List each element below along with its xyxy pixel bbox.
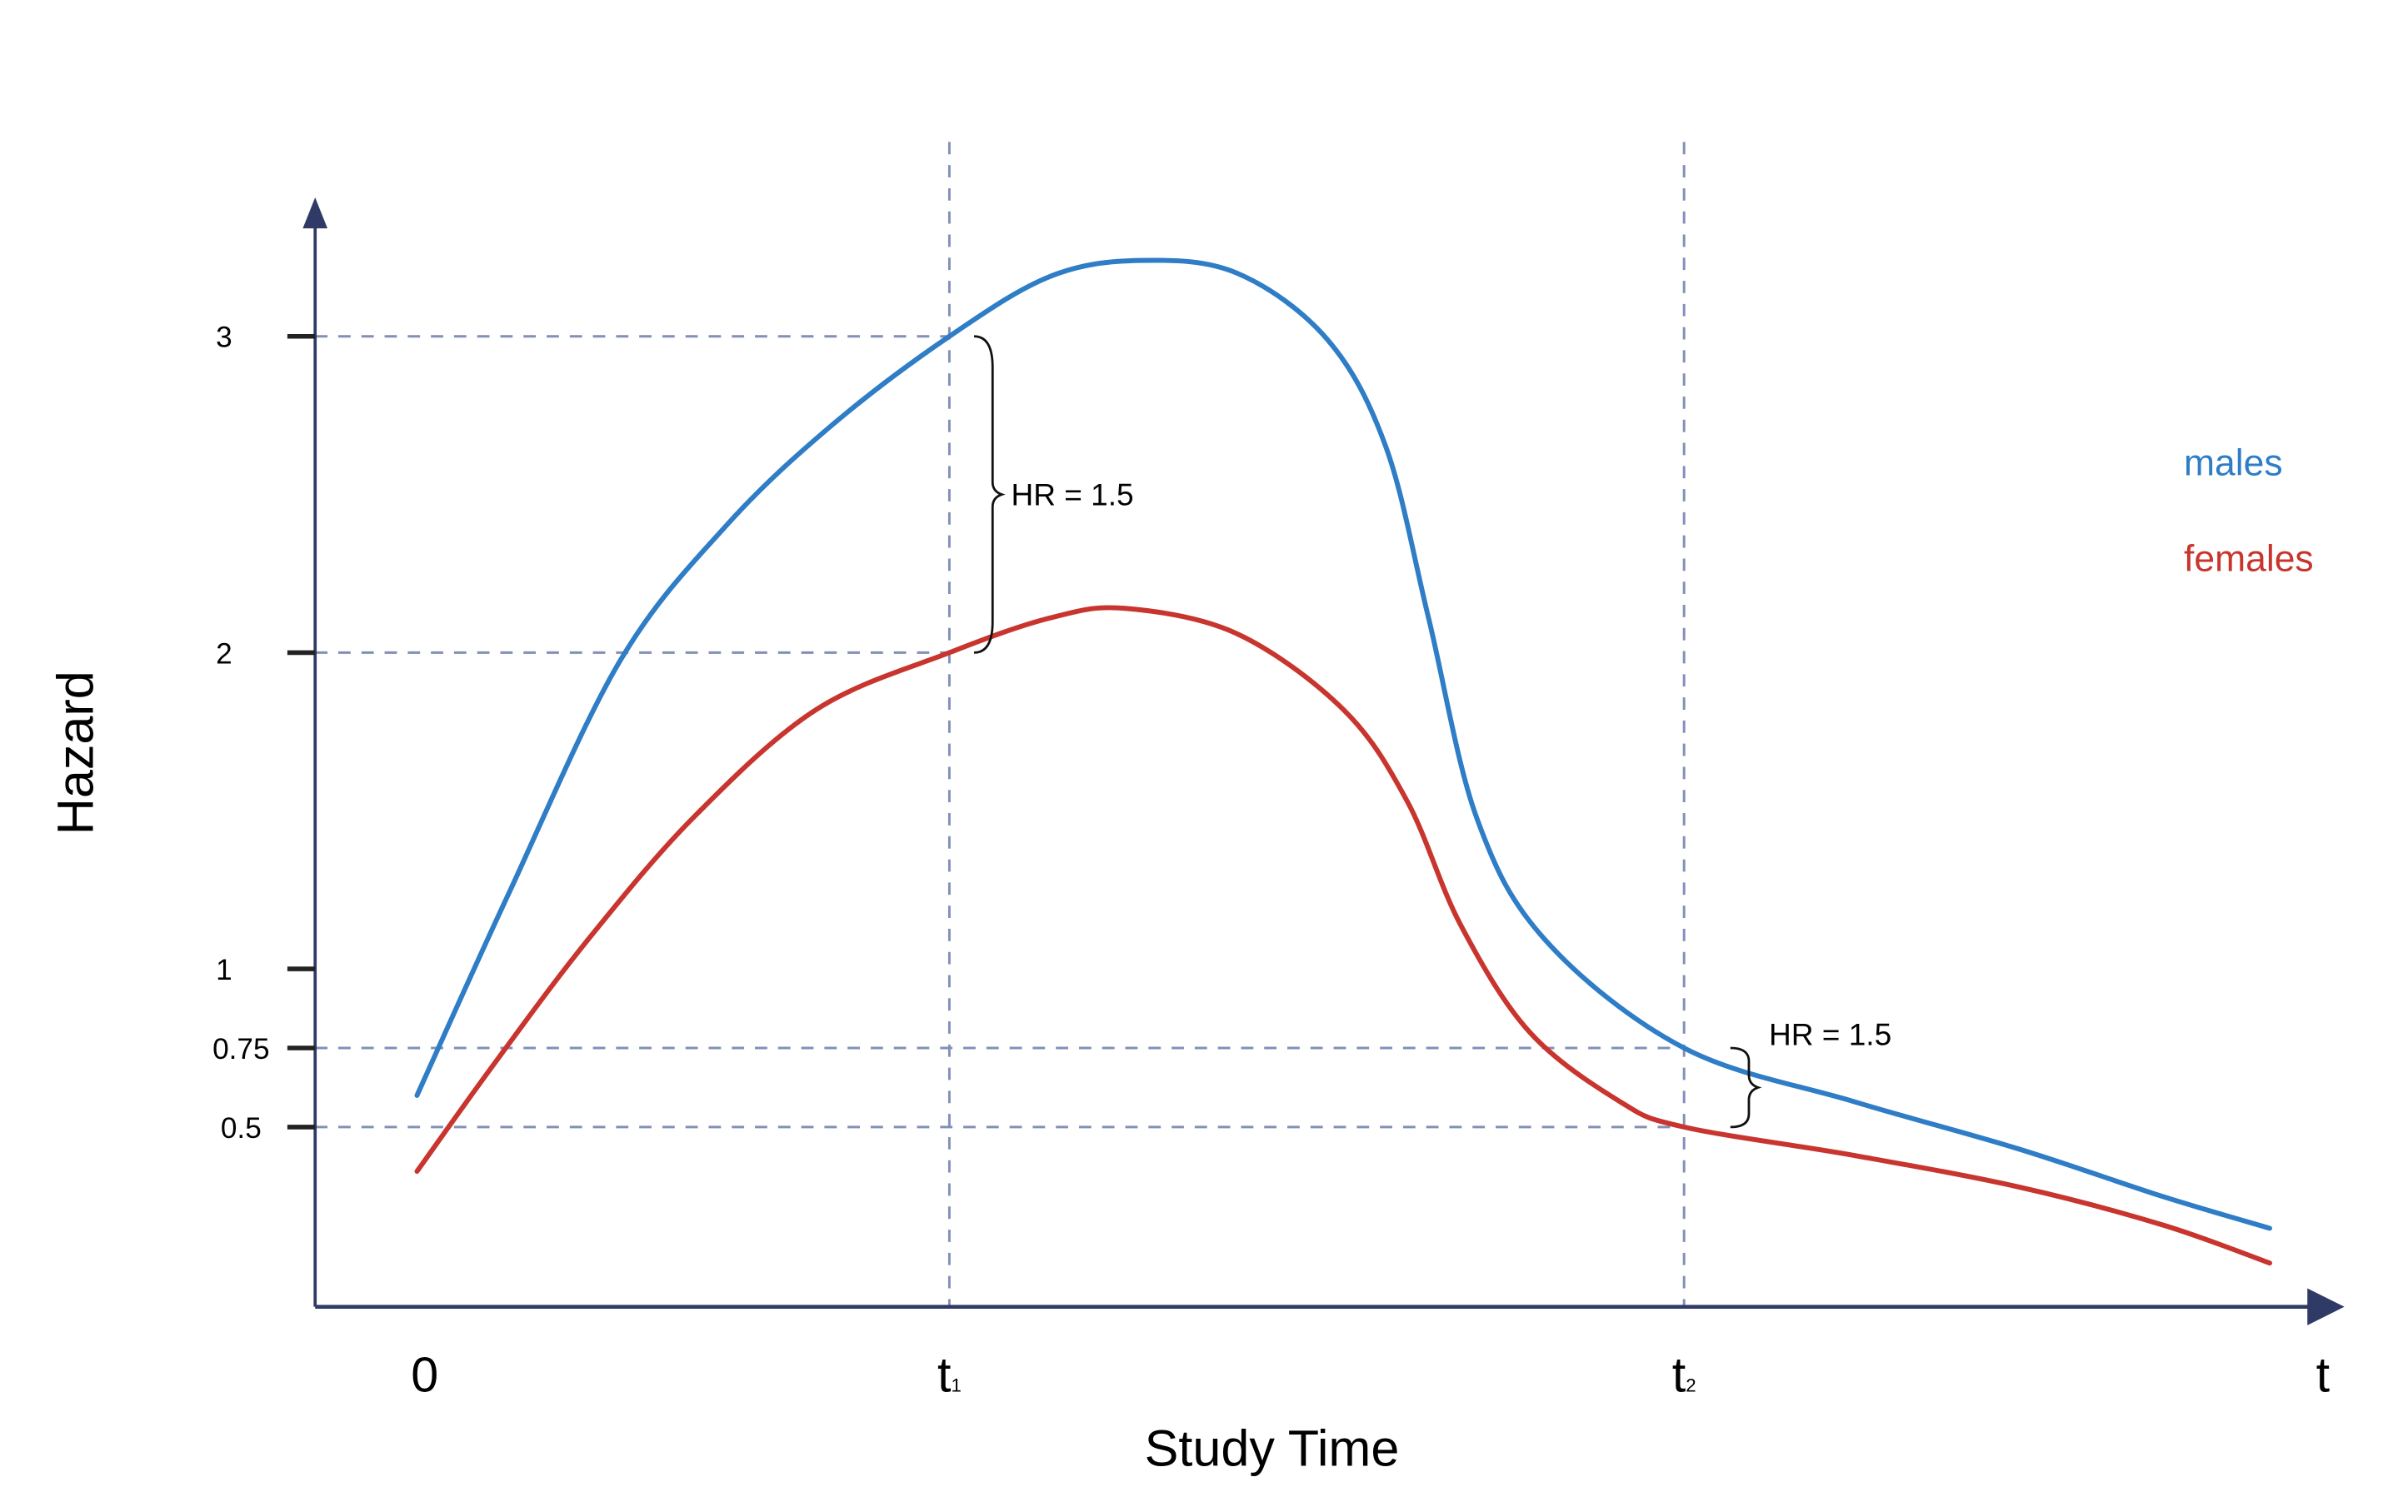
- series-line-males: [414, 257, 2272, 1231]
- y-tick-label: 0.75: [212, 1033, 269, 1065]
- x-tick-label: t: [2316, 1347, 2331, 1403]
- hr-brace-icon: [973, 335, 1006, 654]
- legend-entry-males: males: [2184, 442, 2283, 483]
- hr-brace-icon: [1730, 1046, 1762, 1129]
- y-axis-arrow-icon: [302, 197, 328, 229]
- hr-annotation-label: HR = 1.5: [1011, 477, 1133, 512]
- hr-annotation-label: HR = 1.5: [1769, 1016, 1891, 1051]
- reference-lines: [315, 142, 1686, 1307]
- series-lines: [414, 257, 2272, 1266]
- x-tick-label: 0: [411, 1347, 438, 1403]
- y-tick-label: 3: [216, 322, 232, 354]
- x-tick-label: t2: [1672, 1347, 1696, 1403]
- y-ticks: 3 2 1 0.75 0.5: [212, 322, 316, 1145]
- y-axis-label: Hazard: [47, 671, 104, 835]
- y-tick-label: 0.5: [221, 1112, 262, 1145]
- series-line-females: [414, 605, 2272, 1266]
- y-tick-label: 2: [216, 637, 232, 670]
- legend-entry-females: females: [2184, 538, 2314, 579]
- y-tick-label: 1: [216, 954, 232, 986]
- x-tick-label: t1: [937, 1347, 962, 1403]
- x-axis-arrow-icon: [2307, 1288, 2345, 1325]
- legend: males females: [2184, 442, 2314, 579]
- annotations: HR = 1.5 HR = 1.5: [973, 335, 1891, 1129]
- x-axis-label: Study Time: [1145, 1420, 1400, 1476]
- x-ticks: 0 t1 t2 t: [411, 1347, 2330, 1403]
